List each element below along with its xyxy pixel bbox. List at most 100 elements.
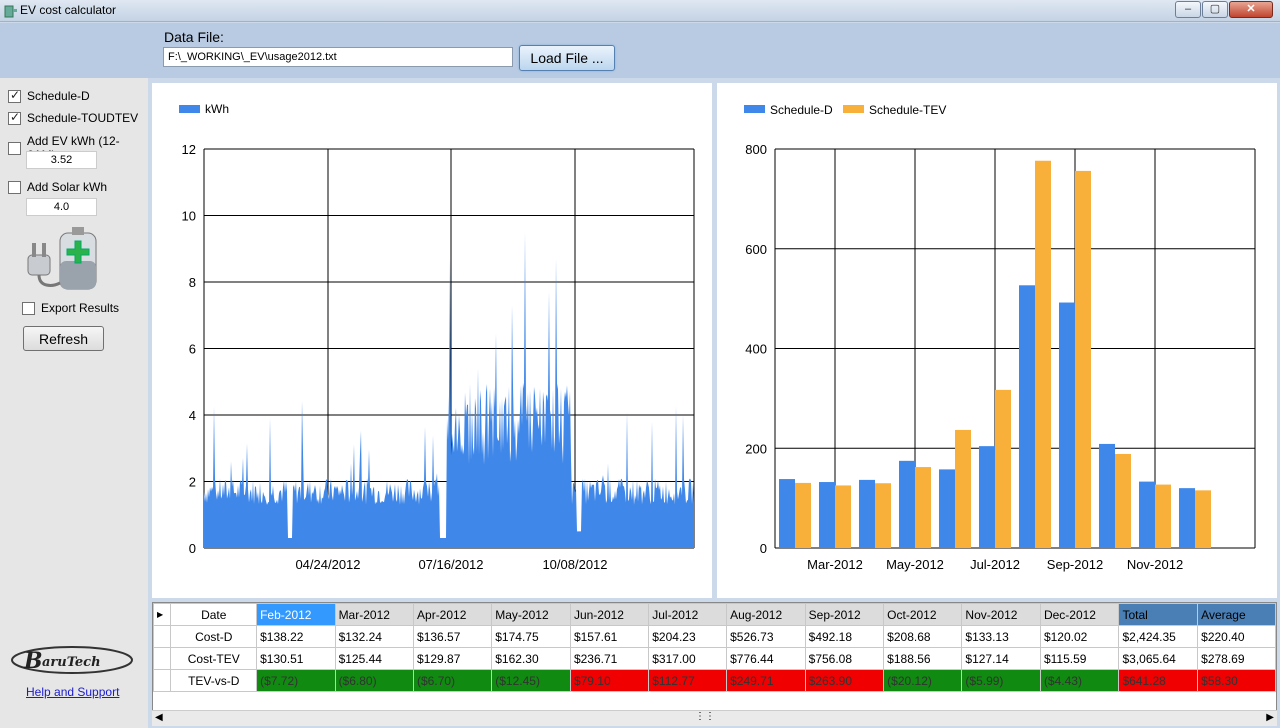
- horizontal-scrollbar[interactable]: ◀ ⋮⋮ ▶: [152, 710, 1277, 726]
- y-tick-label: 6: [189, 342, 196, 357]
- table-cell[interactable]: $204.23: [648, 625, 728, 648]
- table-cell[interactable]: ($6.80): [334, 669, 415, 692]
- table-cell[interactable]: $133.13: [961, 625, 1041, 648]
- table-cell[interactable]: $127.14: [961, 647, 1041, 670]
- date-column-header[interactable]: Date: [170, 603, 258, 626]
- table-cell[interactable]: $138.22: [256, 625, 336, 648]
- load-file-button[interactable]: Load File ...: [519, 45, 615, 71]
- table-cell[interactable]: $2,424.35: [1118, 625, 1199, 648]
- table-cell[interactable]: $278.69: [1197, 647, 1276, 670]
- table-cell[interactable]: $174.75: [491, 625, 571, 648]
- y-tick-label: 10: [182, 209, 196, 224]
- schedule-d-checkbox[interactable]: Schedule-D: [8, 88, 90, 103]
- minimize-button[interactable]: –: [1175, 1, 1201, 18]
- scroll-left-icon[interactable]: ◀: [155, 712, 163, 723]
- table-cell[interactable]: $220.40: [1197, 625, 1276, 648]
- column-header[interactable]: Feb-2012: [256, 603, 336, 626]
- checkbox-box[interactable]: [8, 180, 21, 194]
- table-cell[interactable]: $188.56: [883, 647, 963, 670]
- table-cell[interactable]: $130.51: [256, 647, 336, 670]
- row-label: Cost-TEV: [170, 647, 258, 670]
- column-header[interactable]: May-2012: [491, 603, 571, 626]
- solar-kwh-input[interactable]: 4.0: [26, 198, 97, 216]
- schedule-toudtev-label: Schedule-TOUDTEV: [27, 111, 139, 125]
- table-cell[interactable]: $129.87: [413, 647, 493, 670]
- table-cell[interactable]: $317.00: [648, 647, 728, 670]
- bar-schedule-d-apr-2012: [859, 479, 875, 548]
- row-selector-icon[interactable]: ▶: [152, 603, 172, 626]
- usage-chart-svg: kWh 0 2 4 6 8 10 12 04/24/2012 07/16/2012 10/08/20…: [179, 102, 695, 572]
- table-cell[interactable]: $132.24: [334, 625, 415, 648]
- table-cell[interactable]: $157.61: [569, 625, 650, 648]
- table-cell[interactable]: $526.73: [726, 625, 806, 648]
- bar-schedule-tev-nov-2012: [1155, 484, 1171, 548]
- table-cell[interactable]: $263.90: [804, 669, 885, 692]
- table-cell[interactable]: $208.68: [883, 625, 963, 648]
- table-cell[interactable]: ($4.43): [1039, 669, 1120, 692]
- checkbox-box[interactable]: [8, 141, 21, 155]
- row-selector[interactable]: [152, 669, 172, 692]
- scroll-right-icon[interactable]: ▶: [1266, 712, 1274, 723]
- table-cell[interactable]: $776.44: [726, 647, 806, 670]
- table-cell[interactable]: $115.59: [1039, 647, 1120, 670]
- table-cell[interactable]: $249.71: [726, 669, 806, 692]
- table-cell[interactable]: ($5.99): [961, 669, 1041, 692]
- table-cell[interactable]: $125.44: [334, 647, 415, 670]
- add-solar-checkbox[interactable]: Add Solar kWh: [8, 180, 107, 194]
- table-cell[interactable]: $58.30: [1197, 669, 1276, 692]
- column-header[interactable]: Nov-2012: [961, 603, 1041, 626]
- table-cell[interactable]: $3,065.64: [1118, 647, 1199, 670]
- row-selector[interactable]: [152, 625, 172, 648]
- legend-label-schedule-d: Schedule-D: [770, 103, 833, 117]
- table-cell[interactable]: ($7.72): [256, 669, 336, 692]
- column-header[interactable]: Dec-2012: [1039, 603, 1120, 626]
- legend-swatch-schedule-tev: [843, 105, 864, 113]
- column-header[interactable]: Jun-2012: [569, 603, 650, 626]
- column-header[interactable]: Sep-2012: [804, 603, 885, 626]
- results-table: ▶ Date Feb-2012 Mar-2012 Apr-2012 May-2012 Jun…: [152, 603, 1276, 692]
- table-cell[interactable]: $236.71: [569, 647, 650, 670]
- bar-schedule-tev-mar-2012: [835, 485, 851, 548]
- column-header[interactable]: Mar-2012: [334, 603, 415, 626]
- help-support-link[interactable]: Help and Support: [26, 685, 120, 699]
- table-cell[interactable]: $162.30: [491, 647, 571, 670]
- table-cell[interactable]: $112.77: [648, 669, 728, 692]
- close-button[interactable]: ✕: [1229, 1, 1273, 18]
- bar-schedule-d-aug-2012: [1019, 285, 1035, 548]
- export-results-checkbox[interactable]: Export Results: [22, 301, 119, 315]
- table-cell[interactable]: $136.57: [413, 625, 493, 648]
- table-cell[interactable]: $120.02: [1039, 625, 1120, 648]
- column-header[interactable]: Aug-2012: [726, 603, 806, 626]
- column-header[interactable]: Apr-2012: [413, 603, 493, 626]
- table-row: Cost-TEV $130.51 $125.44 $129.87 $162.30 $236…: [152, 647, 1276, 670]
- app-icon: [4, 5, 17, 18]
- table-cell[interactable]: $641.28: [1118, 669, 1199, 692]
- table-cell[interactable]: ($6.70): [413, 669, 493, 692]
- table-cell[interactable]: ($20.12): [883, 669, 963, 692]
- checkbox-box[interactable]: [8, 110, 21, 125]
- maximize-button[interactable]: ▢: [1202, 1, 1228, 18]
- column-header[interactable]: Total: [1118, 603, 1199, 626]
- ev-kwh-input[interactable]: 3.52: [26, 151, 97, 169]
- barutech-logo-image: B aruTech: [11, 646, 133, 674]
- checkbox-box[interactable]: [8, 88, 21, 103]
- column-header[interactable]: Jul-2012: [648, 603, 728, 626]
- table-cell[interactable]: $79.10: [569, 669, 650, 692]
- table-row: Cost-D $138.22 $132.24 $136.57 $174.75 $157.6…: [152, 625, 1276, 648]
- x-tick-label: 10/08/2012: [542, 557, 607, 572]
- data-file-path-input[interactable]: [163, 47, 513, 67]
- column-header[interactable]: Average: [1197, 603, 1276, 626]
- refresh-button[interactable]: Refresh: [23, 326, 104, 351]
- table-cell[interactable]: ($12.45): [491, 669, 571, 692]
- bar-schedule-tev-aug-2012: [1035, 160, 1051, 548]
- checkbox-box[interactable]: [22, 301, 35, 315]
- column-header[interactable]: Oct-2012: [883, 603, 963, 626]
- row-selector[interactable]: [152, 647, 172, 670]
- y-tick-label: 8: [189, 275, 196, 290]
- header-row: ▶ Date Feb-2012 Mar-2012 Apr-2012 May-2012 Jun…: [152, 603, 1276, 626]
- table-cell[interactable]: $492.18: [804, 625, 885, 648]
- schedule-toudtev-checkbox[interactable]: Schedule-TOUDTEV: [8, 110, 139, 125]
- table-cell[interactable]: $756.08: [804, 647, 885, 670]
- scroll-thumb-grip-icon[interactable]: ⋮⋮: [695, 711, 715, 722]
- x-tick-label: May-2012: [886, 557, 944, 572]
